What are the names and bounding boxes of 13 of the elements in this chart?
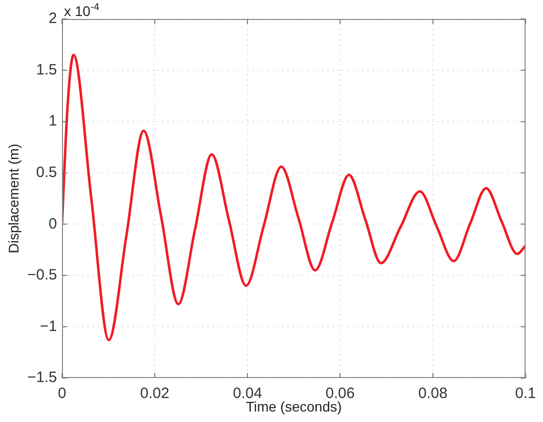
x-tick-label: 0.02 [140, 385, 170, 402]
x-tick-label: 0.08 [418, 385, 448, 402]
y-tick-label: −1.5 [27, 369, 57, 386]
y-tick-label: 2 [48, 10, 57, 28]
line-series [62, 54, 526, 342]
y-tick-label: −0.5 [27, 266, 57, 284]
x-tick-label: 0.1 [515, 385, 536, 402]
y-tick-label: −1 [40, 318, 57, 335]
y-axis-title: Displacement (m) [5, 144, 22, 254]
y-tick-label: 1.5 [36, 61, 57, 78]
y-tick-label: 0.5 [36, 164, 57, 181]
y-tick-label: 0 [48, 215, 57, 232]
y-tick-label: 1 [48, 112, 57, 130]
